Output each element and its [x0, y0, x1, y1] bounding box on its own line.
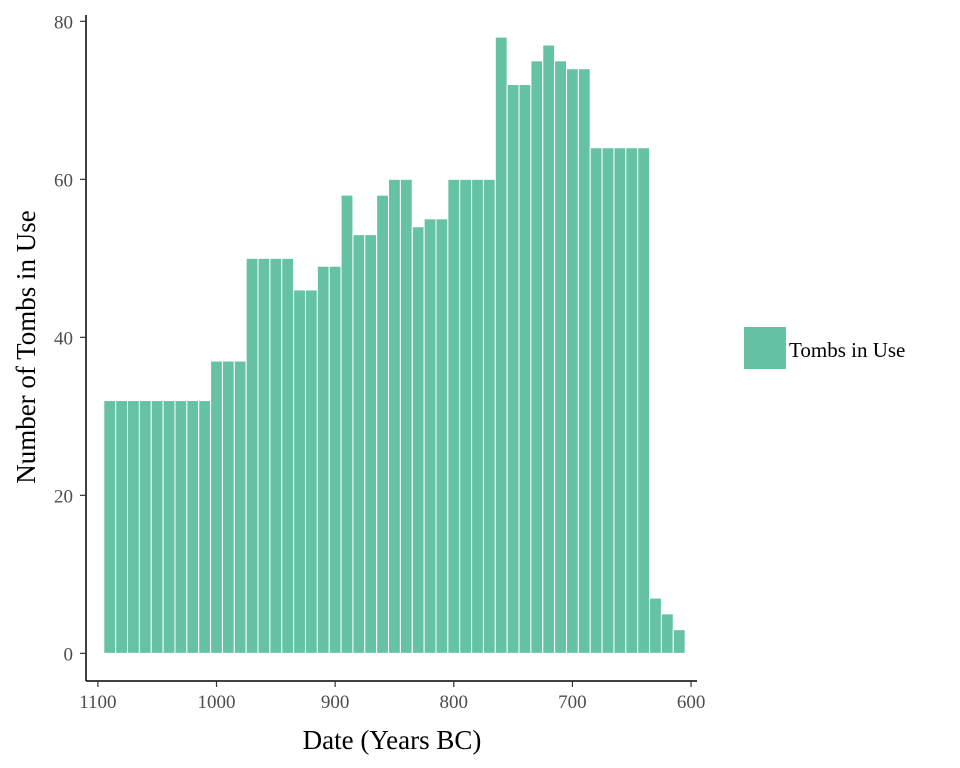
bar [399, 178, 413, 654]
bar [565, 68, 579, 654]
bar [257, 257, 271, 654]
y-tick-label: 60 [54, 170, 73, 191]
bar [340, 194, 354, 654]
legend: Tombs in Use [744, 327, 905, 369]
bar [174, 400, 188, 654]
y-axis-ticks: 0 20 40 60 80 [54, 12, 86, 665]
bar [376, 194, 390, 654]
bar [150, 400, 164, 654]
bar [589, 147, 603, 654]
bar [186, 400, 200, 654]
bar [115, 400, 129, 654]
x-tick-label: 800 [440, 692, 469, 713]
bar [388, 178, 401, 654]
y-tick-label: 40 [54, 328, 73, 349]
x-tick-label: 1100 [79, 692, 116, 713]
bar [482, 178, 496, 654]
bar [518, 84, 532, 654]
bar [364, 234, 378, 654]
bar [423, 218, 437, 654]
bar [471, 178, 484, 654]
x-axis-title: Date (Years BC) [303, 725, 482, 755]
bar [221, 360, 235, 654]
bar [577, 68, 591, 654]
x-tick-label: 1000 [198, 692, 236, 713]
x-tick-label: 700 [558, 692, 587, 713]
bar [554, 60, 567, 654]
bar [506, 84, 520, 654]
bar [601, 147, 615, 654]
bar [328, 265, 342, 654]
bar [162, 400, 176, 654]
y-axis-title: Number of Tombs in Use [11, 210, 41, 484]
bar [447, 178, 461, 654]
bar [245, 257, 259, 654]
bar [269, 257, 283, 654]
y-tick-label: 80 [54, 12, 73, 33]
bar [660, 613, 674, 654]
bar [459, 178, 473, 654]
y-tick-label: 0 [64, 644, 74, 665]
bar [672, 629, 686, 654]
legend-label: Tombs in Use [789, 338, 905, 362]
bar [138, 400, 152, 654]
bar [127, 400, 140, 654]
x-tick-label: 600 [677, 692, 706, 713]
legend-key [744, 327, 786, 369]
bar [103, 400, 117, 654]
bar [530, 60, 544, 654]
bar [649, 597, 662, 654]
bar [281, 257, 295, 654]
bar [411, 226, 425, 654]
y-tick-label: 20 [54, 486, 73, 507]
bar [198, 400, 212, 654]
bar [542, 44, 556, 654]
bar [494, 36, 508, 654]
bars-group [103, 36, 686, 654]
bar [625, 147, 639, 654]
x-axis-ticks: 1100 1000 900 800 700 600 [79, 681, 705, 713]
bar [210, 360, 223, 654]
bar [233, 360, 247, 654]
bar [435, 218, 449, 654]
bar [293, 289, 306, 654]
bar [352, 234, 366, 654]
bar [613, 147, 627, 654]
bar [316, 265, 330, 654]
x-tick-label: 900 [321, 692, 350, 713]
bar [304, 289, 318, 654]
bar [637, 147, 651, 654]
